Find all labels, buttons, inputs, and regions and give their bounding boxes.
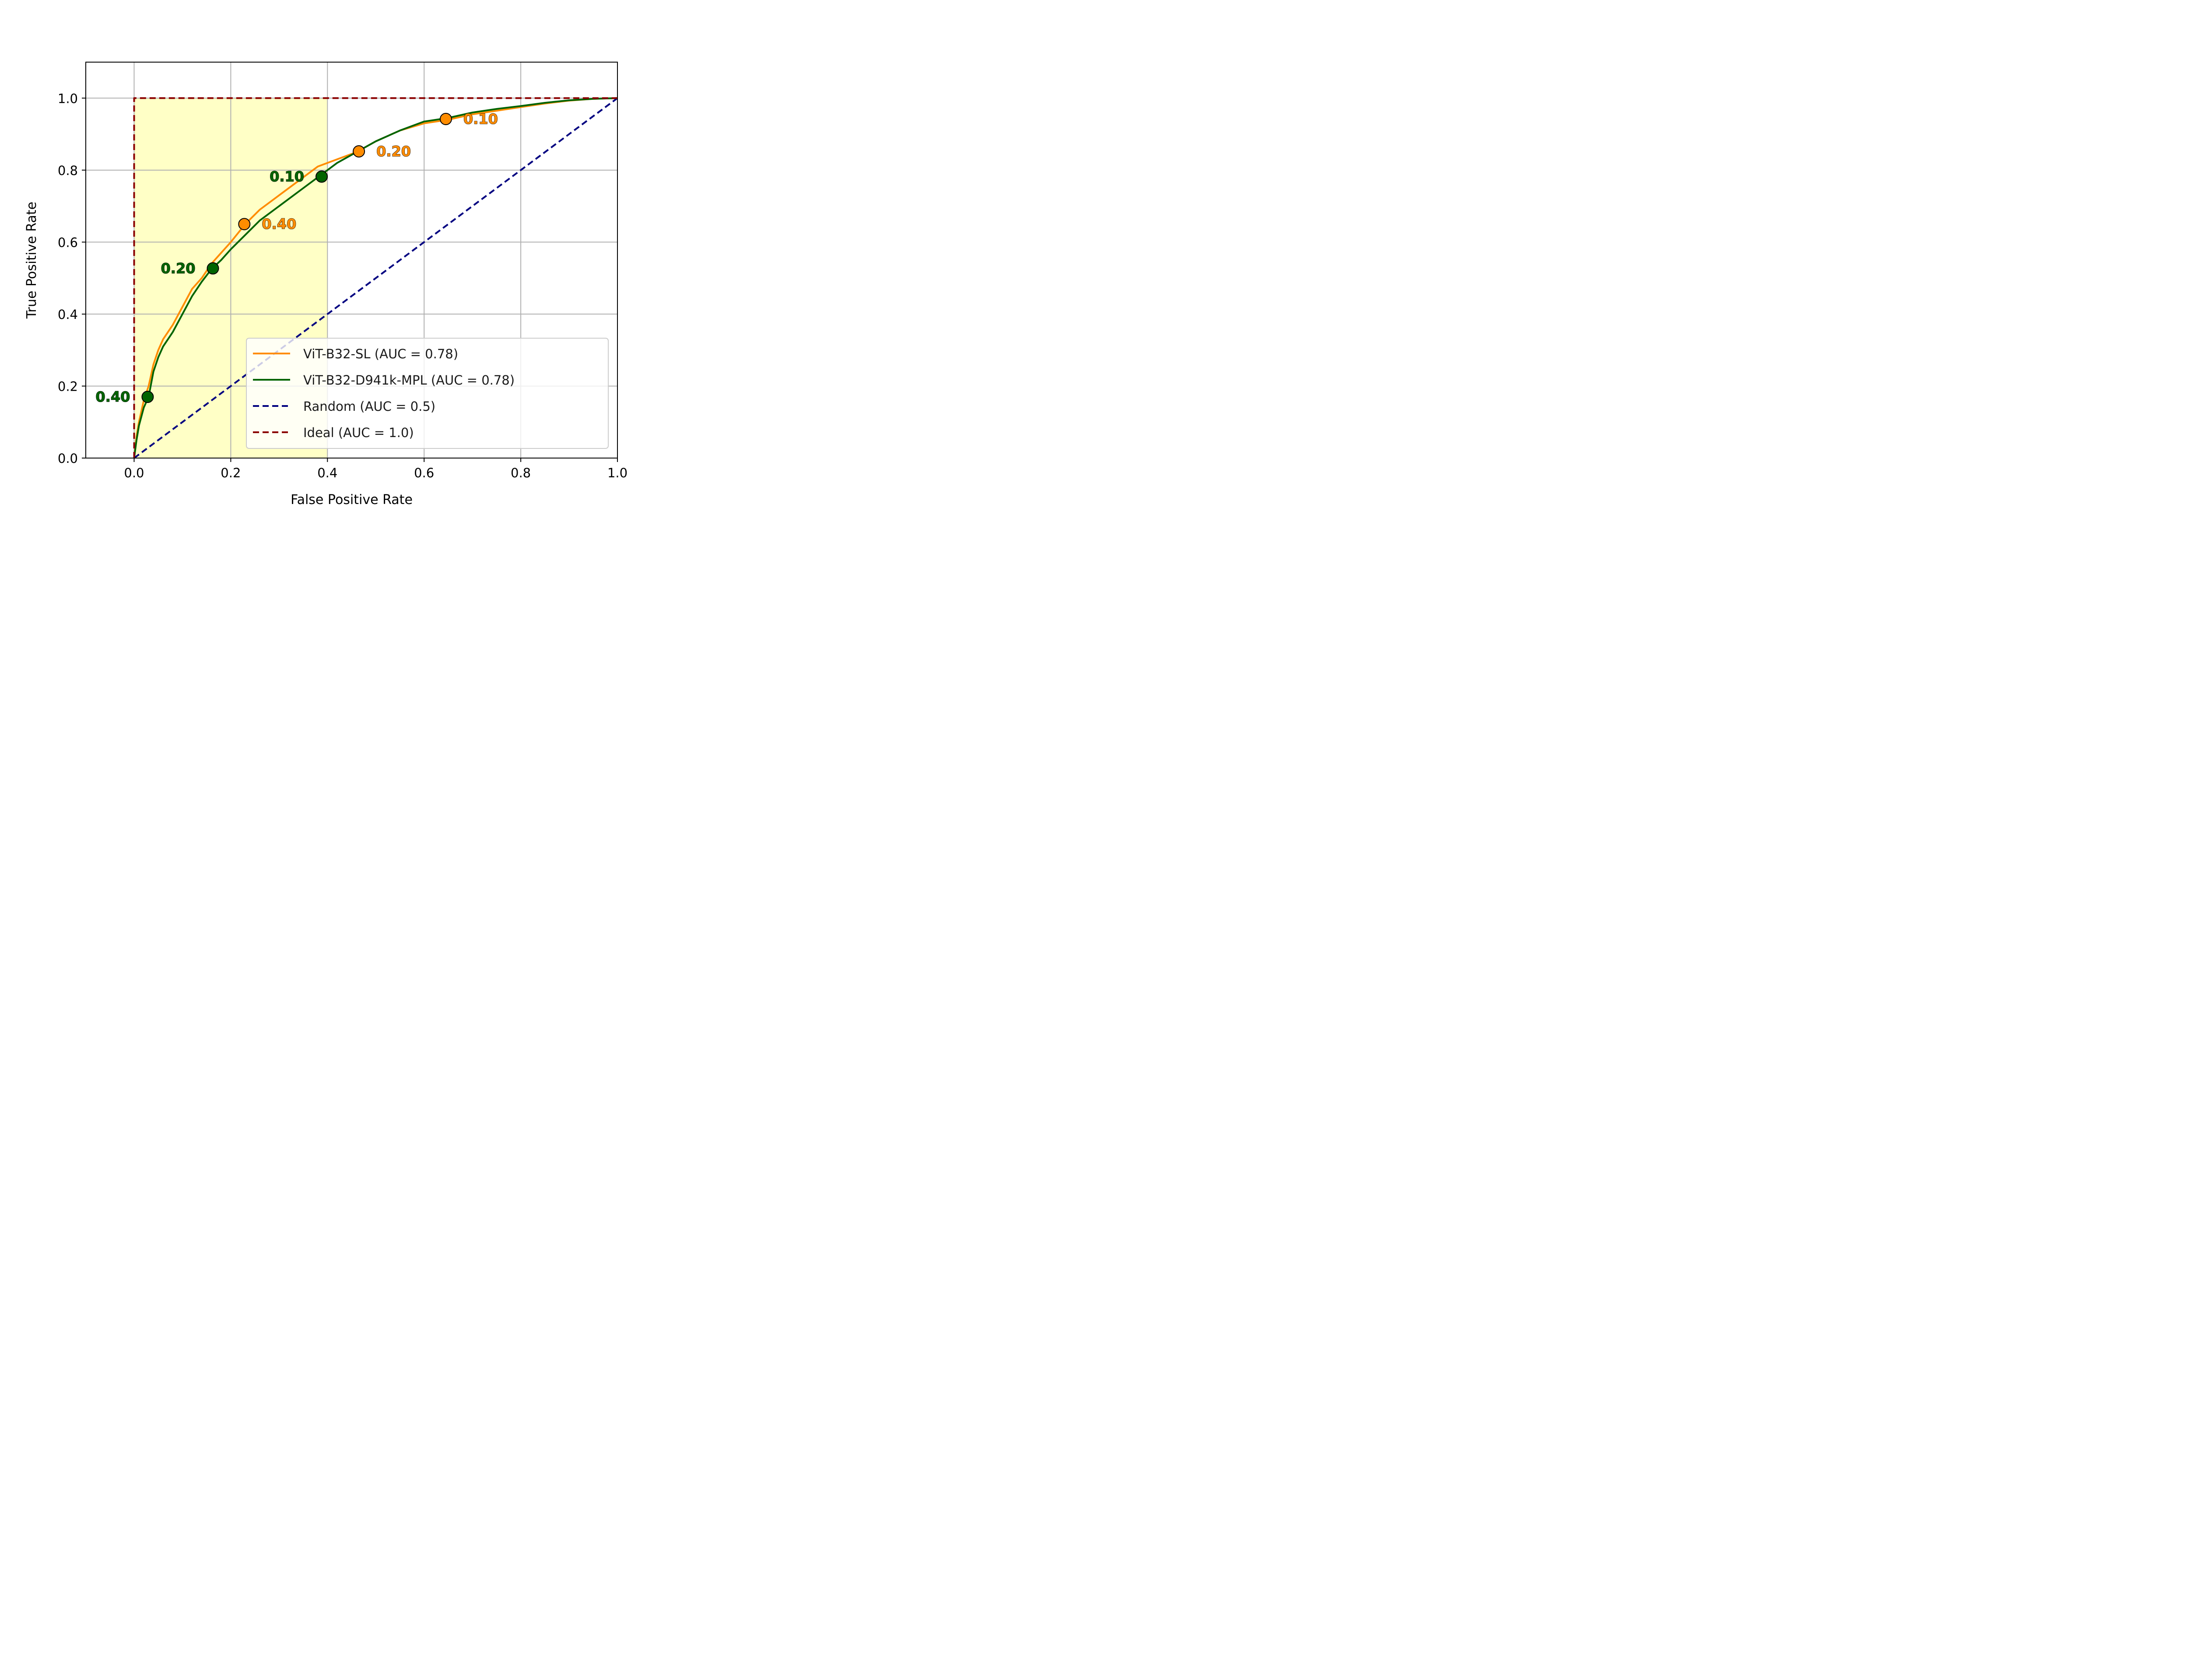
legend-entry: Ideal (AUC = 1.0) (303, 425, 414, 440)
y-tick-label: 0.4 (58, 307, 78, 322)
series-line-3 (133, 97, 617, 458)
y-tick-label: 0.8 (58, 163, 78, 178)
legend-entry: ViT-B32-D941k-MPL (AUC = 0.78) (303, 373, 515, 388)
threshold-label: 0.20 (376, 143, 411, 160)
threshold-label: 0.40 (95, 388, 130, 405)
axis-labels: False Positive Rate True Positive Rate (24, 202, 413, 508)
threshold-marker (439, 112, 452, 125)
threshold-marker (316, 170, 328, 183)
x-tick-label: 0.4 (317, 466, 337, 480)
threshold-label: 0.10 (463, 111, 498, 127)
x-tick-label: 0.0 (124, 466, 144, 480)
x-tick-label: 0.2 (221, 466, 241, 480)
threshold-marker (353, 145, 365, 158)
legend: ViT-B32-SL (AUC = 0.78) ViT-B32-D941k-MPL… (246, 338, 609, 449)
x-axis-label: False Positive Rate (291, 492, 413, 508)
threshold-marker (238, 218, 251, 231)
axes-frame (85, 62, 618, 458)
legend-box (246, 338, 609, 449)
legend-entry: ViT-B32-SL (AUC = 0.78) (303, 346, 458, 361)
x-tick-label: 0.8 (511, 466, 531, 480)
y-tick-label: 1.0 (58, 91, 78, 106)
series-line-0 (133, 97, 618, 458)
y-tick-label: 0.6 (58, 235, 78, 250)
y-axis-label: True Positive Rate (24, 202, 39, 319)
y-tick-label: 0.0 (58, 451, 78, 466)
series-line-2 (133, 97, 618, 459)
roc-chart: 0.40 0.20 0.10 0.40 0.20 0.10 0.0 0.2 0.4 0.6 0.8… (0, 0, 677, 508)
threshold-marker (141, 391, 154, 403)
threshold-marker (207, 262, 219, 275)
threshold-label: 0.20 (161, 260, 196, 276)
series-line-1 (133, 97, 618, 458)
axes: 0.0 0.2 0.4 0.6 0.8 1.0 0.0 0.2 0.4 0.6 0.8 1.0 (58, 62, 628, 480)
y-tick-label: 0.2 (58, 379, 78, 394)
legend-entry: Random (AUC = 0.5) (303, 399, 435, 414)
x-tick-label: 0.6 (414, 466, 434, 480)
x-tick-label: 1.0 (607, 466, 628, 480)
threshold-label: 0.40 (262, 216, 296, 232)
threshold-label: 0.10 (270, 168, 304, 185)
